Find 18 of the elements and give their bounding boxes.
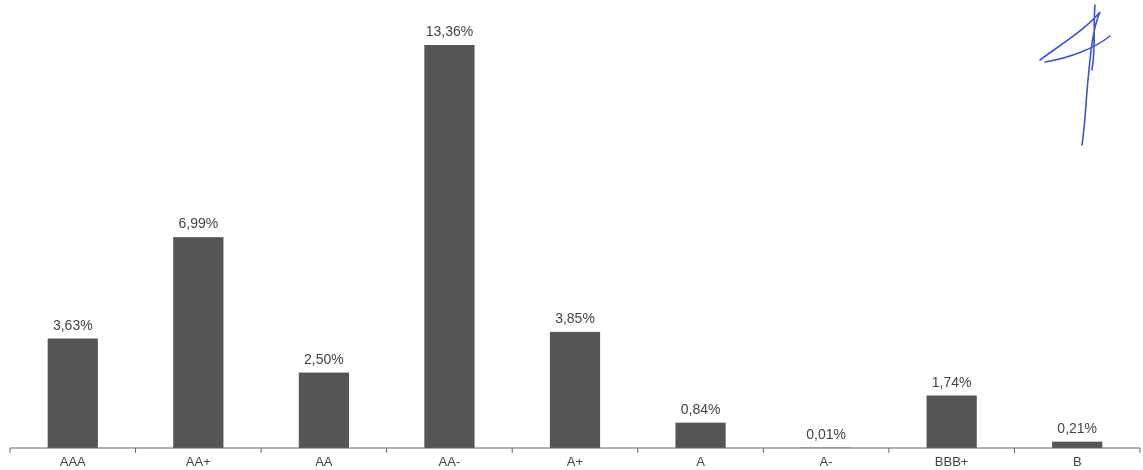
x-tick-label: AAA bbox=[59, 454, 87, 469]
x-tick-label: A- bbox=[819, 454, 833, 469]
data-label: 2,50% bbox=[304, 350, 344, 367]
data-label: 0,84% bbox=[680, 400, 721, 417]
data-label: 6,99% bbox=[178, 215, 219, 232]
data-label: 0,01% bbox=[806, 425, 846, 442]
data-label: 1,74% bbox=[931, 373, 972, 390]
data-label: 3,85% bbox=[555, 309, 595, 326]
x-tick-label: A+ bbox=[566, 454, 584, 469]
x-tick-label: AA+ bbox=[185, 454, 211, 469]
x-tick-label: B bbox=[1072, 454, 1082, 469]
x-tick-label: AA bbox=[315, 454, 333, 469]
x-tick-label: BBB+ bbox=[934, 454, 969, 469]
data-label: 0,21% bbox=[1057, 419, 1098, 436]
x-tick-label: A bbox=[696, 454, 706, 469]
data-label: 13,36% bbox=[425, 23, 474, 39]
data-label: 3,63% bbox=[52, 316, 93, 333]
x-tick-label: AA- bbox=[438, 454, 461, 469]
